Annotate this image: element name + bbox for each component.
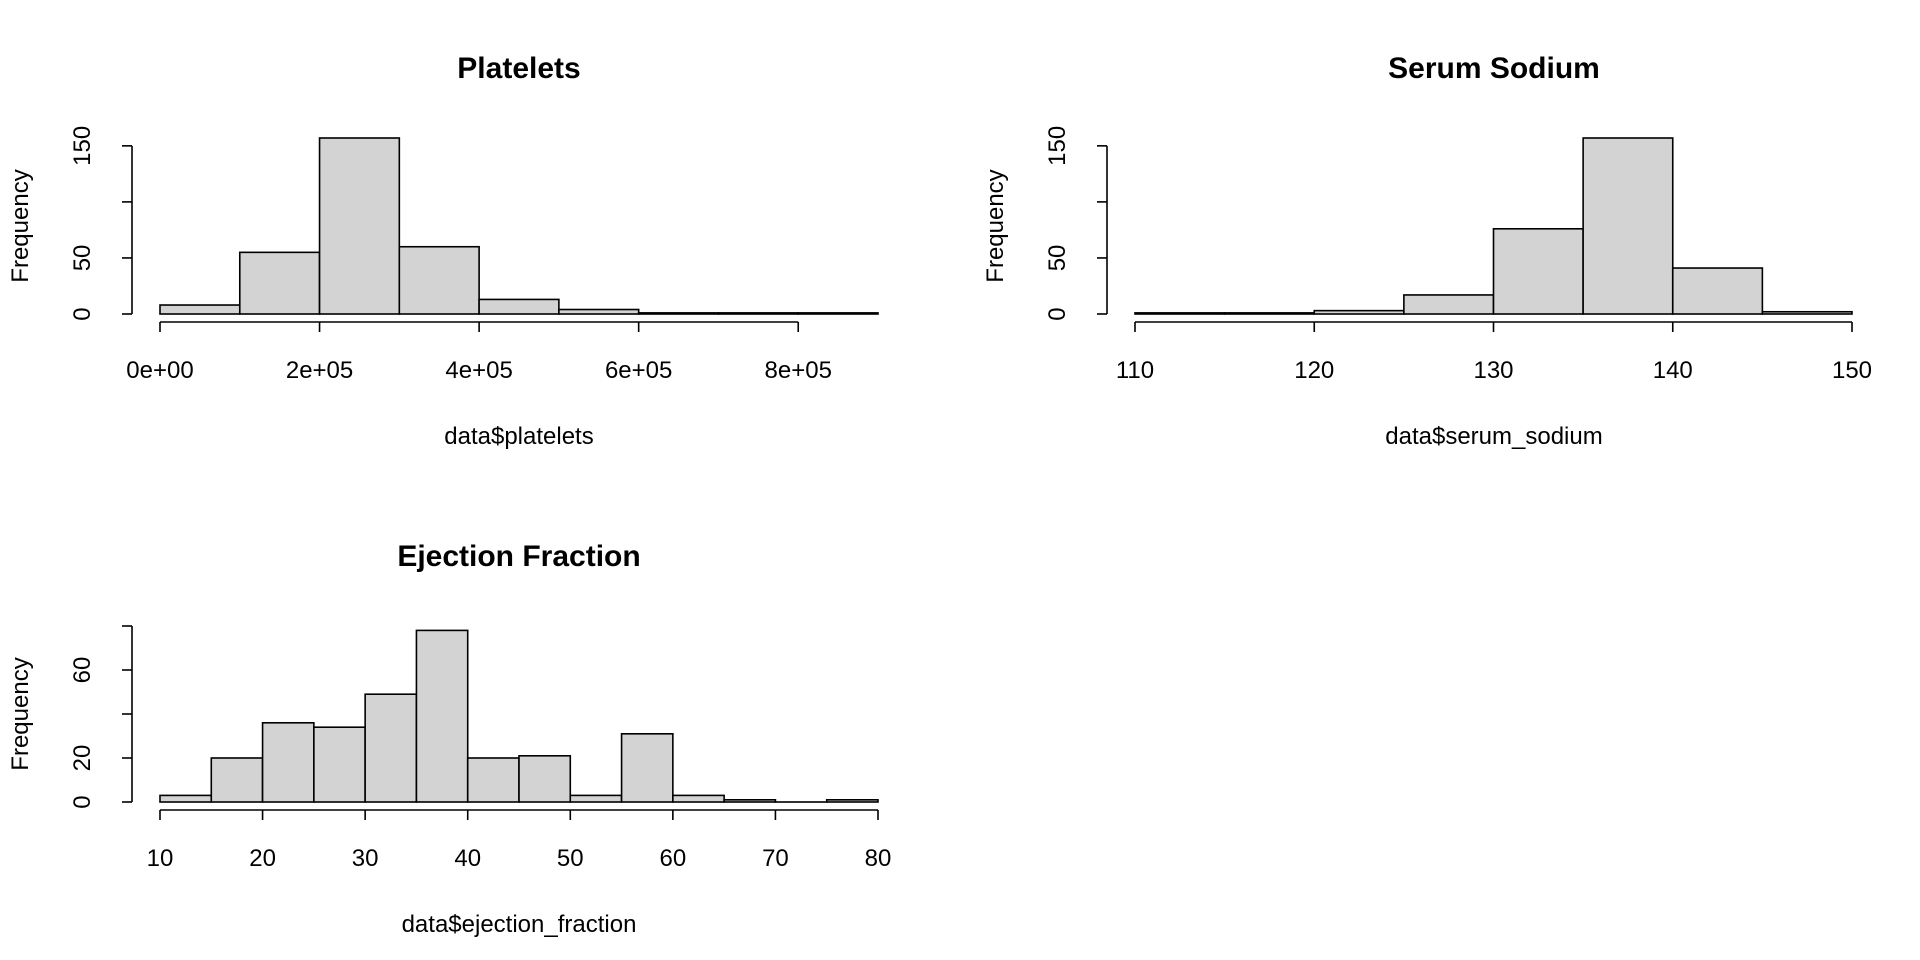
y-tick-label: 50 <box>1044 245 1071 272</box>
y-tick-label: 0 <box>69 307 96 320</box>
histogram-bar <box>1313 309 1405 315</box>
y-axis-label: Frequency <box>7 169 34 282</box>
x-tick-label: 10 <box>147 845 174 872</box>
histogram-panel-3: 10 20 30 40 50 60 70 80 0 20 60 Ejection Fraction da… <box>7 540 891 938</box>
y-tick-label: 20 <box>69 745 96 772</box>
histogram-bar <box>313 726 366 803</box>
histogram-bar <box>210 757 264 803</box>
histogram-bar <box>723 798 777 803</box>
histogram-bar <box>1582 137 1674 315</box>
x-tick-label: 4e+05 <box>445 357 512 384</box>
y-axis-label: Frequency <box>982 169 1009 282</box>
histogram-bar <box>159 794 213 803</box>
x-tick-label: 70 <box>762 845 789 872</box>
x-tick-label: 6e+05 <box>605 357 672 384</box>
histogram-bar <box>620 732 674 803</box>
y-tick-label: 150 <box>1044 126 1071 166</box>
x-axis-label: data$ejection_fraction <box>402 911 637 938</box>
histogram-panel-1: 0e+00 2e+05 4e+05 6e+05 8e+05 0 50 150 Platelets… <box>7 52 879 450</box>
x-tick-label: 80 <box>865 845 892 872</box>
y-tick-label: 50 <box>69 245 96 272</box>
chart-title: Ejection Fraction <box>397 540 640 573</box>
x-tick-label: 110 <box>1116 357 1154 384</box>
x-axis-label: data$serum_sodium <box>1385 423 1602 450</box>
x-tick-label: 40 <box>454 845 481 872</box>
histogram-bar <box>569 794 623 803</box>
chart-title: Serum Sodium <box>1388 52 1600 85</box>
histogram-bar <box>261 721 315 803</box>
histogram-bar <box>159 304 241 315</box>
histogram-bar <box>672 794 725 803</box>
x-tick-label: 2e+05 <box>286 357 353 384</box>
histogram-bar <box>318 137 401 315</box>
histogram-bar <box>1761 310 1853 315</box>
histogram-bar <box>797 312 879 315</box>
histogram-bar <box>637 312 720 315</box>
x-tick-label: 20 <box>249 845 276 872</box>
histogram-bar <box>1671 267 1764 315</box>
x-tick-label: 140 <box>1653 357 1693 384</box>
histogram-bar <box>478 298 560 315</box>
histogram-bar <box>1134 312 1226 315</box>
histogram-bar <box>518 754 572 803</box>
histogram-bar <box>238 251 321 315</box>
x-tick-label: 60 <box>660 845 687 872</box>
histogram-bar <box>466 757 520 803</box>
histogram-panel-2: 110 120 130 140 150 0 50 150 Serum Sodium data$se… <box>982 52 1872 450</box>
histogram-bar <box>1492 228 1584 315</box>
y-tick-label: 0 <box>69 795 96 808</box>
x-tick-label: 120 <box>1294 357 1334 384</box>
y-axis-label: Frequency <box>7 657 34 770</box>
y-tick-label: 150 <box>69 126 96 166</box>
x-tick-label: 150 <box>1832 357 1872 384</box>
x-tick-label: 30 <box>352 845 379 872</box>
x-tick-label: 130 <box>1473 357 1513 384</box>
histogram-bar <box>364 693 418 803</box>
histogram-bar <box>1223 312 1316 315</box>
y-tick-label: 0 <box>1044 307 1071 320</box>
x-axis-label: data$platelets <box>444 423 593 450</box>
histogram-bar <box>1403 294 1495 315</box>
histogram-bar <box>558 308 640 315</box>
histogram-bar <box>398 245 480 315</box>
histogram-bar <box>415 629 469 803</box>
x-tick-label: 8e+05 <box>765 357 832 384</box>
x-tick-label: 0e+00 <box>126 357 193 384</box>
histogram-bar <box>717 312 800 315</box>
x-tick-label: 50 <box>557 845 584 872</box>
chart-title: Platelets <box>457 52 580 85</box>
y-tick-label: 60 <box>69 657 96 684</box>
histogram-bar <box>825 798 879 803</box>
